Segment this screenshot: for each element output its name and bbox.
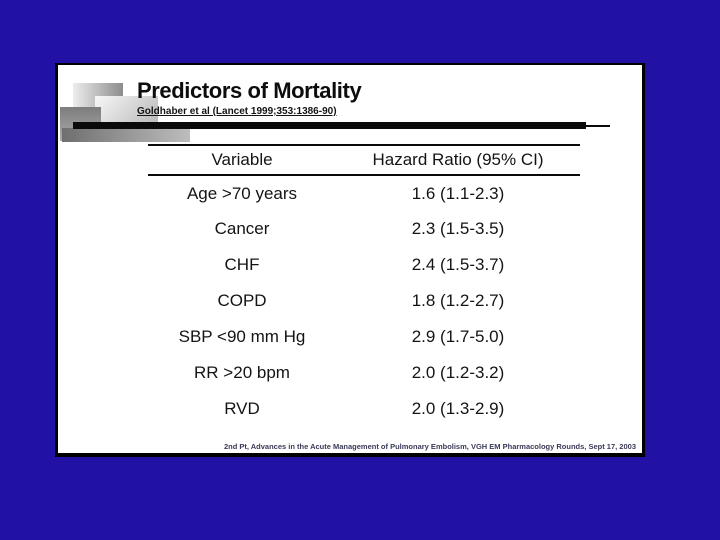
- variable-cell: COPD: [217, 291, 267, 310]
- hazard-ratio-table: Variable Hazard Ratio (95% CI) Age >70 y…: [148, 144, 580, 427]
- table-header-row: Variable Hazard Ratio (95% CI): [148, 145, 580, 176]
- title-rule-extension: [586, 125, 610, 127]
- variable-cell: SBP <90 mm Hg: [178, 327, 306, 346]
- slide-footer-citation: 2nd Pt, Advances in the Acute Management…: [223, 442, 636, 451]
- table-row: SBP <90 mm Hg 2.9 (1.7-5.0): [148, 319, 580, 355]
- column-header-variable: Variable: [148, 145, 336, 176]
- slide-content: Predictors of Mortality Goldhaber et al …: [58, 65, 642, 453]
- variable-cell: CHF: [224, 255, 260, 274]
- slide: Predictors of Mortality Goldhaber et al …: [55, 63, 645, 457]
- variable-cell: Age >70 years: [186, 183, 298, 203]
- decorative-block: [62, 128, 190, 142]
- hazard-ratio-cell: 2.0 (1.2-3.2): [411, 363, 505, 382]
- table-row: Age >70 years 1.6 (1.1-2.3): [148, 175, 580, 211]
- hazard-ratio-cell: 2.4 (1.5-3.7): [411, 255, 505, 274]
- variable-cell: RVD: [224, 399, 260, 418]
- table-row: COPD 1.8 (1.2-2.7): [148, 283, 580, 319]
- variable-cell: RR >20 bpm: [194, 363, 290, 382]
- table-row: RVD 2.0 (1.3-2.9): [148, 391, 580, 427]
- slide-citation: Goldhaber et al (Lancet 1999;353:1386-90…: [137, 106, 337, 117]
- hazard-ratio-cell: 2.0 (1.3-2.9): [411, 399, 505, 418]
- column-header-hazard-ratio: Hazard Ratio (95% CI): [336, 145, 580, 176]
- table-row: RR >20 bpm 2.0 (1.2-3.2): [148, 355, 580, 391]
- table-row: CHF 2.4 (1.5-3.7): [148, 247, 580, 283]
- variable-cell: Cancer: [214, 219, 270, 238]
- slide-title: Predictors of Mortality: [137, 78, 362, 103]
- table-row: Cancer 2.3 (1.5-3.5): [148, 211, 580, 247]
- hazard-ratio-cell: 2.3 (1.5-3.5): [411, 219, 505, 238]
- hazard-ratio-cell: 2.9 (1.7-5.0): [411, 327, 505, 346]
- title-rule-bar: [73, 122, 586, 129]
- hazard-ratio-cell: 1.6 (1.1-2.3): [411, 183, 505, 203]
- hazard-ratio-cell: 1.8 (1.2-2.7): [411, 291, 505, 310]
